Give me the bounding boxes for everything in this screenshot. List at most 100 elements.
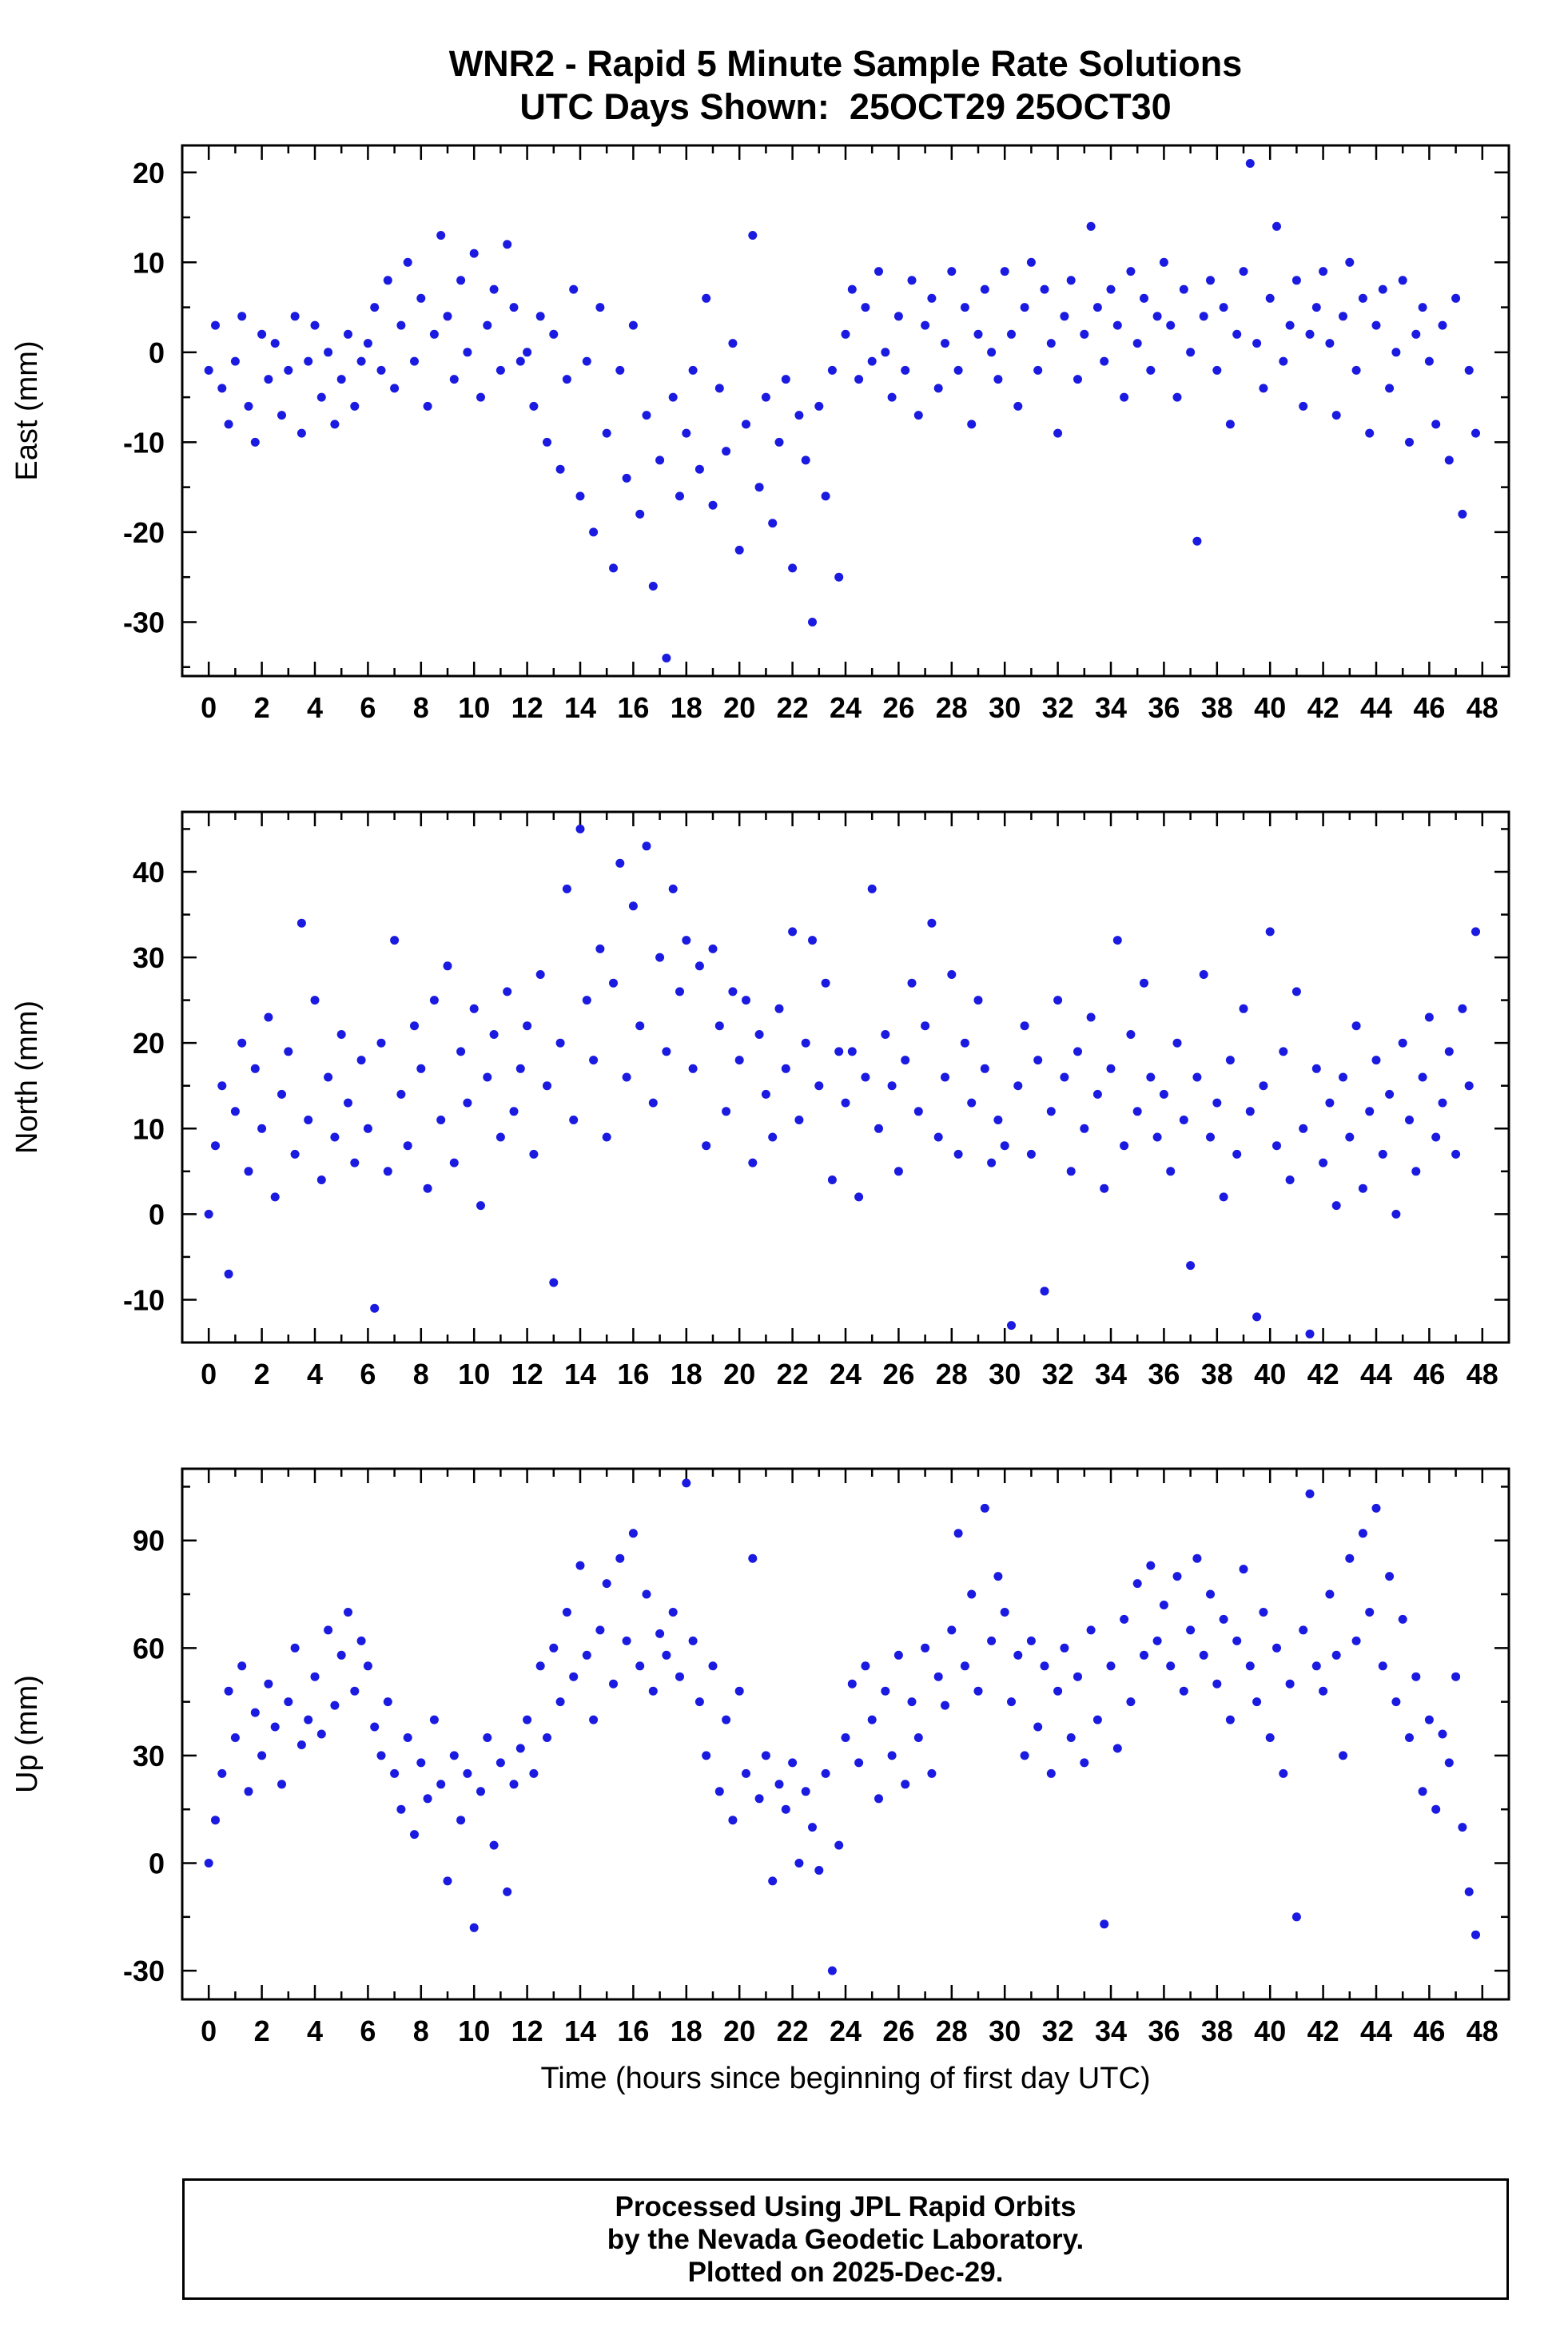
svg-text:12: 12 [511,691,543,724]
svg-text:32: 32 [1042,2015,1074,2047]
x-axis-title: Time (hours since beginning of first day… [540,2062,1151,2095]
svg-text:2: 2 [254,1358,270,1390]
svg-text:46: 46 [1413,691,1445,724]
svg-text:0: 0 [201,691,217,724]
svg-text:20: 20 [723,1358,755,1390]
svg-text:34: 34 [1095,1358,1127,1390]
up-scatter-panel: 0 2 4 6 8 10 12 14 16 18 20 22 24 26 28 30 32 34 36 38 40 42 4… [10,1467,1510,2047]
svg-text:48: 48 [1467,2015,1498,2047]
svg-text:Up (mm): Up (mm) [10,1675,44,1793]
svg-text:30: 30 [133,941,165,974]
svg-text:26: 26 [882,2015,914,2047]
svg-text:0: 0 [149,336,165,369]
svg-text:42: 42 [1307,2015,1339,2047]
svg-text:28: 28 [936,2015,968,2047]
svg-text:36: 36 [1148,2015,1180,2047]
svg-text:12: 12 [511,1358,543,1390]
svg-text:60: 60 [133,1632,165,1665]
svg-text:34: 34 [1095,2015,1127,2047]
svg-text:38: 38 [1201,691,1233,724]
svg-text:10: 10 [133,1112,165,1145]
svg-text:-30: -30 [123,606,165,638]
svg-text:16: 16 [617,691,649,724]
svg-text:24: 24 [830,691,862,724]
east-scatter-panel: 0 2 4 6 8 10 12 14 16 18 20 22 24 26 28 30 32 34 36 38 40 42 4… [10,144,1510,724]
svg-text:44: 44 [1360,691,1392,724]
svg-text:0: 0 [149,1848,165,1880]
svg-text:8: 8 [413,691,429,724]
svg-text:14: 14 [564,691,596,724]
svg-text:44: 44 [1360,2015,1392,2047]
svg-text:20: 20 [723,2015,755,2047]
svg-text:26: 26 [882,1358,914,1390]
svg-text:24: 24 [830,1358,862,1390]
svg-text:-10: -10 [123,1283,165,1316]
footer-box: Processed Using JPL Rapid Orbits by the … [182,2178,1509,2300]
svg-text:90: 90 [133,1525,165,1557]
svg-text:22: 22 [777,2015,809,2047]
svg-text:-10: -10 [123,426,165,459]
svg-text:18: 18 [671,691,702,724]
svg-text:North (mm): North (mm) [10,1000,44,1154]
svg-text:4: 4 [307,691,323,724]
svg-text:20: 20 [133,1027,165,1060]
svg-text:46: 46 [1413,2015,1445,2047]
svg-text:32: 32 [1042,691,1074,724]
svg-text:4: 4 [307,2015,323,2047]
svg-text:10: 10 [133,246,165,279]
svg-text:36: 36 [1148,691,1180,724]
chart-title-line2: UTC Days Shown: 25OCT29 25OCT30 [519,86,1172,127]
svg-text:14: 14 [564,1358,596,1390]
svg-text:10: 10 [458,691,490,724]
svg-text:14: 14 [564,2015,596,2047]
svg-text:22: 22 [777,1358,809,1390]
svg-text:6: 6 [360,691,376,724]
svg-text:42: 42 [1307,691,1339,724]
svg-text:38: 38 [1201,2015,1233,2047]
svg-text:0: 0 [201,2015,217,2047]
svg-text:20: 20 [133,157,165,189]
svg-text:34: 34 [1095,691,1127,724]
footer-line3: Plotted on 2025-Dec-29. [687,2256,1004,2288]
chart-title-line1: WNR2 - Rapid 5 Minute Sample Rate Soluti… [448,43,1243,84]
svg-text:30: 30 [989,2015,1021,2047]
svg-text:8: 8 [413,1358,429,1390]
footer-line2: by the Nevada Geodetic Laboratory. [607,2223,1084,2255]
svg-text:30: 30 [989,691,1021,724]
svg-text:2: 2 [254,2015,270,2047]
svg-text:4: 4 [307,1358,323,1390]
svg-text:8: 8 [413,2015,429,2047]
svg-text:48: 48 [1467,691,1498,724]
svg-text:28: 28 [936,1358,968,1390]
svg-text:18: 18 [671,1358,702,1390]
svg-text:10: 10 [458,2015,490,2047]
svg-text:0: 0 [201,1358,217,1390]
svg-text:-30: -30 [123,1955,165,1987]
svg-text:26: 26 [882,691,914,724]
svg-text:20: 20 [723,691,755,724]
svg-text:24: 24 [830,2015,862,2047]
svg-text:30: 30 [989,1358,1021,1390]
svg-text:East (mm): East (mm) [10,340,44,480]
svg-text:40: 40 [1254,2015,1286,2047]
svg-text:2: 2 [254,691,270,724]
svg-text:18: 18 [671,2015,702,2047]
svg-text:30: 30 [133,1740,165,1772]
svg-text:42: 42 [1307,1358,1339,1390]
north-scatter-panel: 0 2 4 6 8 10 12 14 16 18 20 22 24 26 28 30 32 34 36 38 40 42 4… [10,810,1510,1390]
svg-text:6: 6 [360,2015,376,2047]
svg-text:12: 12 [511,2015,543,2047]
footer-line1: Processed Using JPL Rapid Orbits [615,2190,1077,2222]
svg-text:16: 16 [617,1358,649,1390]
svg-text:48: 48 [1467,1358,1498,1390]
svg-text:32: 32 [1042,1358,1074,1390]
svg-text:36: 36 [1148,1358,1180,1390]
svg-text:40: 40 [133,856,165,889]
svg-text:38: 38 [1201,1358,1233,1390]
svg-text:40: 40 [1254,691,1286,724]
svg-text:10: 10 [458,1358,490,1390]
svg-text:6: 6 [360,1358,376,1390]
svg-text:28: 28 [936,691,968,724]
svg-text:44: 44 [1360,1358,1392,1390]
